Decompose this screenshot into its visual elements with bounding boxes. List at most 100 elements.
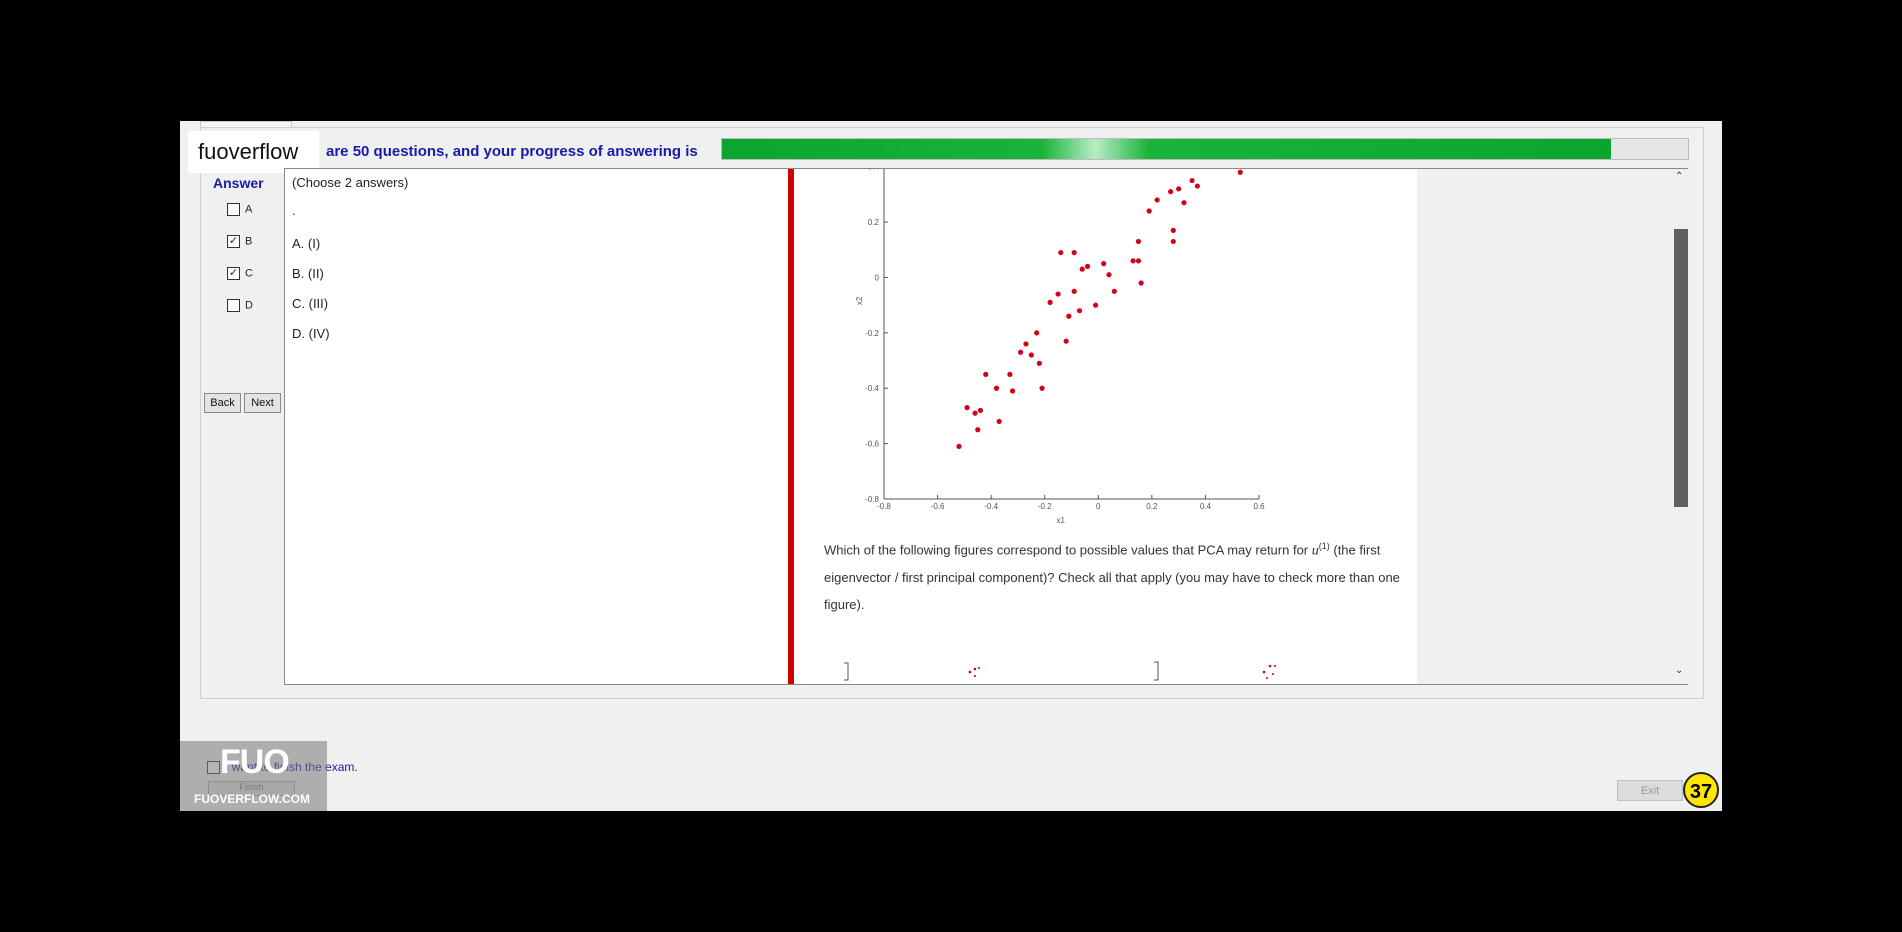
- progress-bar: [721, 138, 1689, 160]
- back-button[interactable]: Back: [204, 393, 241, 413]
- data-point: [1079, 266, 1085, 272]
- question-image: -0.8 -0.6 -0.4 -0.2 0 0.2 0.4 0.6 0.4 0.2 0 -0.2 -0.…: [794, 169, 1417, 684]
- data-point: [1135, 238, 1142, 245]
- data-point: [1034, 330, 1040, 336]
- fuoverflow-logo: FUO FUOVERFLOW.COM: [180, 741, 327, 811]
- y-tick-label: -0.6: [865, 440, 879, 449]
- question-body-pre: Which of the following figures correspon…: [824, 542, 1312, 558]
- choice-b: B. (II): [292, 266, 324, 281]
- option-label-a: A: [245, 203, 253, 216]
- data-point: [1023, 341, 1029, 347]
- y-tick-label: 0.2: [868, 218, 880, 227]
- checkbox-c[interactable]: ✓: [227, 267, 240, 280]
- x-tick-label: 0.2: [1146, 502, 1158, 511]
- question-dot: .: [292, 203, 296, 218]
- y-tick-label: -0.2: [865, 329, 879, 338]
- data-point: [1154, 197, 1160, 203]
- data-point: [1138, 280, 1144, 286]
- question-instruction: (Choose 2 answers): [292, 175, 409, 190]
- data-point: [983, 371, 989, 377]
- checkbox-b[interactable]: ✓: [227, 235, 240, 248]
- checkbox-a[interactable]: [227, 203, 240, 216]
- x-tick-label: -0.2: [1038, 502, 1052, 511]
- x-tick-label: -0.8: [877, 502, 891, 511]
- pane-splitter[interactable]: [788, 169, 794, 684]
- x-tick-label: 0.4: [1200, 502, 1212, 511]
- brand-watermark: fuoverflow: [188, 131, 319, 173]
- choice-d: D. (IV): [292, 326, 330, 341]
- choice-a: A. (I): [292, 236, 321, 251]
- next-button[interactable]: Next: [244, 393, 281, 413]
- question-body-post: (the first eigenvector / first principal…: [824, 542, 1400, 613]
- data-point: [1028, 352, 1034, 358]
- data-point: [1047, 299, 1053, 305]
- x-tick-label: 0: [1096, 502, 1101, 511]
- option-label-c: C: [245, 267, 253, 280]
- data-point: [1007, 371, 1013, 377]
- data-point: [1135, 258, 1142, 264]
- data-point: [1063, 338, 1069, 344]
- question-content: (Choose 2 answers) . A. (I) B. (II) C. (…: [284, 168, 1688, 685]
- answer-option-c[interactable]: ✓ C: [227, 267, 287, 285]
- x-tick-label: 0.6: [1253, 502, 1265, 511]
- question-pane: (Choose 2 answers) . A. (I) B. (II) C. (…: [285, 169, 789, 684]
- math-sup: (1): [1318, 541, 1330, 551]
- logo-big-text: FUO: [220, 743, 290, 781]
- scroll-up-icon[interactable]: ⌃: [1675, 171, 1684, 182]
- x-tick-label: -0.6: [931, 502, 945, 511]
- data-point: [993, 385, 1000, 391]
- data-point: [1189, 177, 1195, 184]
- x-tick-label: -0.4: [984, 502, 998, 511]
- data-point: [1093, 302, 1099, 308]
- data-point: [1176, 186, 1182, 192]
- y-tick-label: 0.4: [868, 169, 880, 172]
- answer-option-d[interactable]: D: [227, 299, 287, 317]
- timer-badge: 37: [1683, 772, 1719, 808]
- data-point: [1106, 272, 1112, 278]
- choice-c: C. (III): [292, 296, 329, 311]
- x-axis-label: x1: [1057, 516, 1066, 525]
- data-point: [1168, 189, 1174, 195]
- data-point: [1018, 349, 1024, 355]
- scroll-down-icon[interactable]: ⌄: [1675, 665, 1684, 676]
- option-label-b: B: [245, 235, 253, 248]
- y-tick-label: -0.4: [865, 384, 879, 393]
- question-body: Which of the following figures correspon…: [824, 533, 1414, 618]
- progress-label: are 50 questions, and your progress of a…: [326, 143, 698, 160]
- data-point: [1058, 249, 1064, 256]
- tab-stub: [200, 121, 292, 128]
- answer-option-b[interactable]: ✓ B: [227, 235, 287, 253]
- logo-small-text: FUOVERFLOW.COM: [194, 792, 310, 806]
- data-point: [1146, 208, 1152, 214]
- y-axis-label: x2: [855, 296, 864, 305]
- scatter-chart: -0.8 -0.6 -0.4 -0.2 0 0.2 0.4 0.6 0.4 0.2 0 -0.2 -0.…: [855, 169, 1265, 525]
- data-point: [956, 443, 962, 449]
- data-point: [964, 405, 970, 411]
- data-point: [1009, 388, 1016, 394]
- data-point: [1076, 308, 1083, 314]
- data-point: [1071, 288, 1077, 294]
- vertical-scrollbar[interactable]: ⌃ ⌄: [1673, 169, 1688, 684]
- y-tick-label: 0: [875, 273, 880, 282]
- data-point: [1194, 183, 1200, 189]
- data-point: [1170, 238, 1176, 245]
- data-point: [1181, 200, 1187, 206]
- data-point: [1237, 169, 1243, 175]
- figure-previews: [844, 661, 1276, 681]
- data-point: [972, 410, 978, 416]
- scroll-thumb[interactable]: [1674, 229, 1688, 507]
- exit-button[interactable]: Exit: [1617, 780, 1683, 801]
- exam-panel: [200, 127, 1704, 699]
- option-label-d: D: [245, 299, 253, 312]
- data-point: [1130, 258, 1136, 264]
- math-u: u: [1311, 543, 1319, 559]
- data-point: [1055, 291, 1061, 297]
- data-point: [1101, 261, 1107, 267]
- answer-heading: Answer: [213, 175, 264, 191]
- answer-option-a[interactable]: A: [227, 203, 287, 221]
- data-point: [1084, 263, 1091, 269]
- y-tick-label: -0.8: [865, 495, 879, 504]
- data-point: [1066, 313, 1072, 319]
- checkbox-d[interactable]: [227, 299, 240, 312]
- data-point: [975, 427, 981, 433]
